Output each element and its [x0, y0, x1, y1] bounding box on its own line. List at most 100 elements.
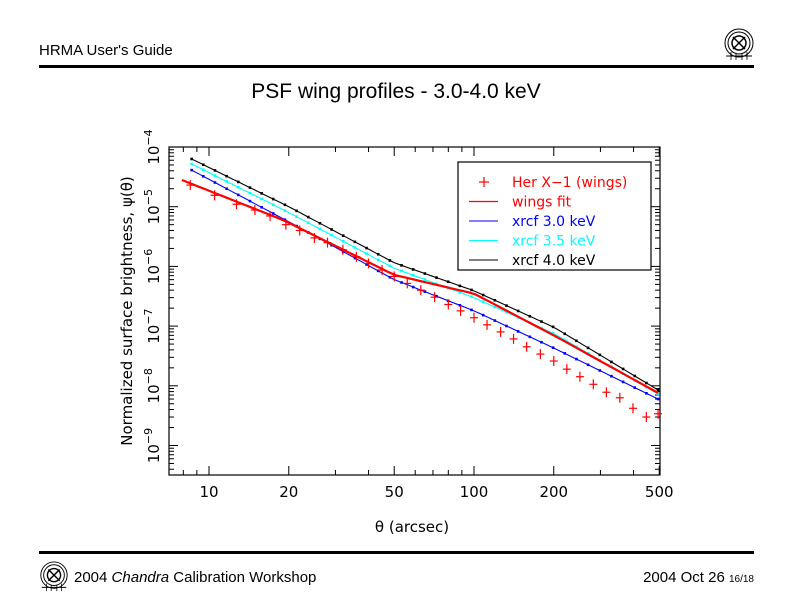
data-point [400, 264, 403, 267]
data-point [202, 168, 205, 172]
data-point [236, 185, 240, 189]
data-point [330, 228, 333, 231]
data-point [446, 280, 450, 284]
data-point [493, 305, 497, 309]
data-point [493, 319, 497, 322]
legend-label: xrcf 4.0 keV [512, 253, 596, 269]
data-point [400, 281, 403, 284]
data-point [586, 346, 590, 350]
data-point [481, 300, 485, 304]
data-point [213, 174, 217, 177]
data-point [271, 203, 275, 207]
legend-label: xrcf 3.0 keV [512, 214, 596, 230]
y-tick-label: 10−5 [142, 189, 163, 224]
data-point [621, 380, 625, 384]
data-point [365, 252, 368, 255]
data-point [505, 324, 508, 328]
legend-label: Her X−1 (wings) [512, 175, 627, 191]
x-tick-label: 500 [645, 483, 674, 501]
data-point [551, 346, 555, 349]
data-point [271, 212, 275, 215]
slide-title: PSF wing profiles - 3.0-4.0 keV [251, 80, 541, 103]
legend-label: wings fit [512, 195, 572, 211]
data-point [598, 369, 602, 372]
data-point [202, 175, 205, 178]
data-point [388, 259, 392, 262]
data-point [236, 193, 240, 197]
data-point [260, 197, 263, 201]
data-point [190, 157, 193, 161]
data-point [306, 215, 310, 219]
chandra-logo-icon [724, 28, 754, 60]
data-point [341, 239, 345, 243]
x-tick-label: 200 [539, 483, 568, 501]
chart-series [181, 157, 663, 423]
data-point [306, 221, 310, 225]
footer-event: 2004 Chandra Calibration Workshop [74, 569, 316, 586]
data-point [283, 203, 287, 207]
x-tick-label: 20 [279, 483, 298, 501]
header-rule [39, 65, 754, 68]
y-axis-label: Normalized surface brightness, ψ(θ) [118, 176, 136, 445]
data-point [470, 308, 473, 312]
data-point [633, 374, 637, 378]
data-point [470, 295, 473, 298]
data-point [586, 363, 590, 367]
data-point [248, 186, 252, 189]
page-number: 16/18 [728, 574, 754, 585]
data-point [551, 331, 555, 335]
data-point [283, 218, 287, 221]
data-point [458, 291, 462, 294]
data-point [458, 284, 462, 288]
data-point [598, 353, 602, 357]
footer-year: 2004 [74, 569, 108, 586]
data-point [505, 304, 508, 307]
data-point [435, 294, 438, 298]
data-point [481, 293, 485, 297]
data-point [610, 374, 613, 378]
data-point [353, 256, 357, 260]
data-point [330, 243, 333, 247]
data-point [341, 234, 345, 237]
data-point [365, 263, 368, 266]
data-point [376, 269, 380, 273]
data-point [540, 320, 543, 323]
y-tick-label: 10−9 [142, 428, 163, 463]
data-point [295, 209, 298, 213]
data-point [633, 386, 637, 389]
data-point [423, 290, 427, 293]
data-point [656, 397, 660, 401]
data-point [283, 209, 287, 212]
data-point [540, 340, 543, 344]
data-point [610, 360, 613, 364]
data-point [551, 325, 555, 329]
data-point [376, 258, 380, 262]
data-point [621, 367, 625, 371]
legend-label: xrcf 3.5 keV [512, 234, 596, 250]
footer-date: 2004 Oct 26 [643, 569, 725, 586]
data-point [318, 221, 322, 225]
series-points-her-x-1-wings [186, 180, 663, 423]
data-point [423, 278, 427, 281]
chandra-logo-small-icon [40, 561, 68, 592]
data-point [318, 227, 322, 231]
data-point [248, 199, 252, 203]
data-point [295, 215, 298, 218]
y-tick-label: 10−4 [142, 129, 163, 164]
data-point [225, 180, 228, 183]
data-point [411, 285, 415, 289]
data-point [260, 192, 263, 195]
legend-box [457, 161, 652, 271]
data-point [388, 264, 392, 268]
y-tick-label: 10−6 [142, 249, 163, 284]
data-point [563, 352, 567, 355]
data-point [528, 314, 532, 318]
data-point [411, 273, 415, 277]
footer-mission: Chandra [111, 569, 170, 586]
x-tick-label: 100 [460, 483, 489, 501]
data-point [225, 187, 228, 191]
data-point [353, 240, 357, 244]
data-point [481, 313, 485, 317]
data-point [376, 252, 380, 256]
